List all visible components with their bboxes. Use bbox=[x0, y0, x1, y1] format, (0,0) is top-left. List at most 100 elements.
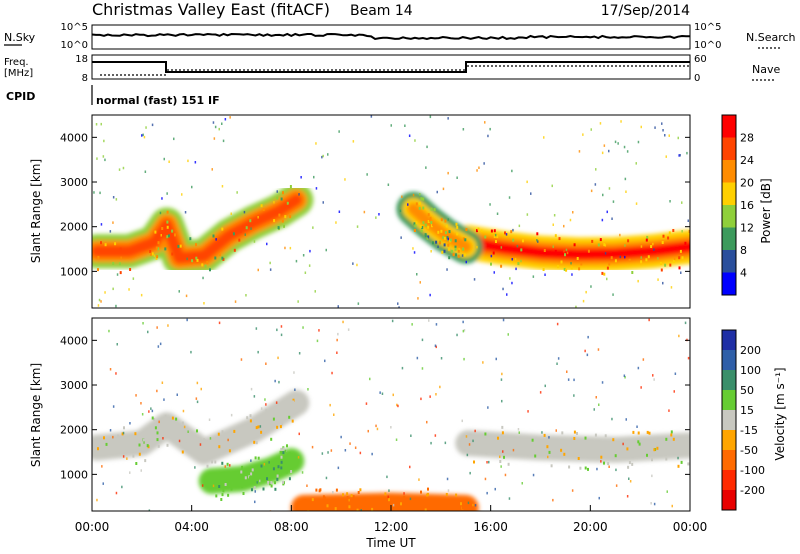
echo-pixel bbox=[231, 481, 234, 485]
noise-pixel bbox=[612, 293, 614, 296]
noise-pixel bbox=[552, 223, 554, 226]
echo-pixel bbox=[249, 419, 252, 423]
noise-pixel bbox=[221, 122, 223, 125]
noise-pixel bbox=[322, 201, 324, 204]
echo-pixel bbox=[626, 447, 629, 451]
noise-pixel bbox=[665, 155, 667, 158]
velocity-colorbar-swatch bbox=[722, 450, 736, 471]
noise-pixel bbox=[161, 197, 163, 200]
noise-pixel bbox=[673, 257, 676, 261]
nave-top-tick: 60 bbox=[694, 54, 707, 65]
noise-pixel bbox=[223, 471, 225, 474]
noise-pixel bbox=[600, 460, 602, 463]
noise-pixel bbox=[637, 279, 639, 283]
noise-pixel bbox=[527, 410, 529, 413]
echo-pixel bbox=[454, 239, 457, 243]
noise-pixel bbox=[673, 390, 675, 393]
velocity-colorbar-swatch bbox=[722, 410, 736, 431]
noise-pixel bbox=[112, 405, 115, 408]
echo-pixel bbox=[591, 239, 594, 243]
echo-pixel bbox=[637, 440, 640, 444]
echo-pixel bbox=[678, 266, 681, 270]
power-colorbar: 28 24 20 16 12 8 4 bbox=[721, 114, 754, 296]
echo-pixel bbox=[204, 264, 207, 268]
echo-pixel bbox=[543, 433, 546, 437]
noise-pixel bbox=[642, 358, 645, 361]
echo-pixel bbox=[413, 229, 416, 232]
noise-pixel bbox=[502, 287, 504, 291]
noise-pixel bbox=[112, 196, 115, 199]
echo-pixel bbox=[274, 481, 276, 485]
echo-pixel bbox=[563, 249, 566, 253]
noise-pixel bbox=[101, 465, 103, 468]
echo-pixel bbox=[497, 436, 499, 440]
noise-pixel bbox=[112, 435, 114, 439]
noise-pixel bbox=[461, 419, 463, 423]
noise-pixel bbox=[416, 356, 419, 360]
echo-pixel bbox=[226, 462, 229, 466]
noise-pixel bbox=[444, 441, 447, 445]
echo-pixel bbox=[214, 256, 217, 260]
noise-pixel bbox=[478, 166, 480, 169]
echo-pixel bbox=[277, 226, 280, 230]
echo-pixel bbox=[154, 230, 157, 234]
echo-pixel bbox=[608, 262, 611, 266]
y-tick-label: 2000 bbox=[60, 221, 88, 234]
noise-pixel bbox=[677, 456, 679, 460]
echo-pixel bbox=[155, 246, 158, 250]
echo-pixel bbox=[646, 453, 648, 457]
y-tick-label: 3000 bbox=[60, 379, 88, 392]
noise-pixel bbox=[514, 257, 517, 261]
noise-pixel bbox=[483, 162, 485, 165]
noise-pixel bbox=[190, 350, 192, 354]
noise-pixel bbox=[316, 339, 319, 343]
station-title: Christmas Valley East (fitACF) bbox=[92, 0, 330, 19]
power-colorbar-swatch bbox=[722, 227, 736, 251]
echo-pixel bbox=[441, 250, 444, 254]
noise-pixel bbox=[484, 121, 486, 124]
noise-pixel bbox=[122, 455, 125, 458]
echo-pixel bbox=[600, 455, 603, 459]
echo-pixel bbox=[196, 429, 198, 433]
echo-pixel bbox=[270, 481, 273, 485]
noise-pixel bbox=[157, 345, 160, 348]
echo-pixel bbox=[289, 215, 292, 219]
noise-pixel bbox=[566, 370, 568, 373]
noise-pixel bbox=[230, 413, 233, 417]
noise-pixel bbox=[307, 388, 309, 391]
echo-pixel bbox=[118, 262, 121, 266]
noise-pixel bbox=[333, 413, 335, 416]
echo-pixel bbox=[239, 229, 242, 233]
echo-pixel bbox=[568, 465, 571, 469]
noise-pixel bbox=[606, 277, 608, 281]
time-xlabel: Time UT bbox=[365, 536, 416, 550]
echo-pixel bbox=[493, 235, 496, 238]
echo-pixel bbox=[531, 438, 534, 442]
noise-pixel bbox=[163, 157, 165, 161]
velocity-colorbar-frame bbox=[721, 329, 737, 511]
noise-pixel bbox=[363, 210, 366, 214]
noise-pixel bbox=[327, 153, 329, 156]
velocity-colorbar-tick: 200 bbox=[740, 344, 761, 357]
noise-pixel bbox=[418, 478, 420, 481]
echo-pixel bbox=[284, 449, 287, 453]
echo-pixel bbox=[119, 247, 122, 251]
noise-pixel bbox=[603, 144, 606, 147]
echo-pixel bbox=[570, 266, 573, 270]
echo-pixel bbox=[221, 227, 224, 231]
echo-pixel bbox=[97, 447, 99, 451]
echo-pixel bbox=[291, 419, 294, 423]
noise-pixel bbox=[256, 481, 258, 484]
noise-pixel bbox=[426, 237, 429, 240]
noise-pixel bbox=[466, 453, 469, 457]
noise-pixel bbox=[397, 404, 399, 408]
noise-pixel bbox=[255, 327, 258, 330]
echo-pixel bbox=[138, 443, 141, 447]
echo-pixel bbox=[420, 490, 422, 494]
echo-pixel bbox=[230, 487, 233, 491]
noise-pixel bbox=[623, 374, 626, 377]
echo-pixel bbox=[164, 414, 167, 418]
echo-pixel bbox=[614, 454, 617, 458]
echo-pixel bbox=[597, 243, 600, 247]
noise-pixel bbox=[520, 259, 522, 263]
